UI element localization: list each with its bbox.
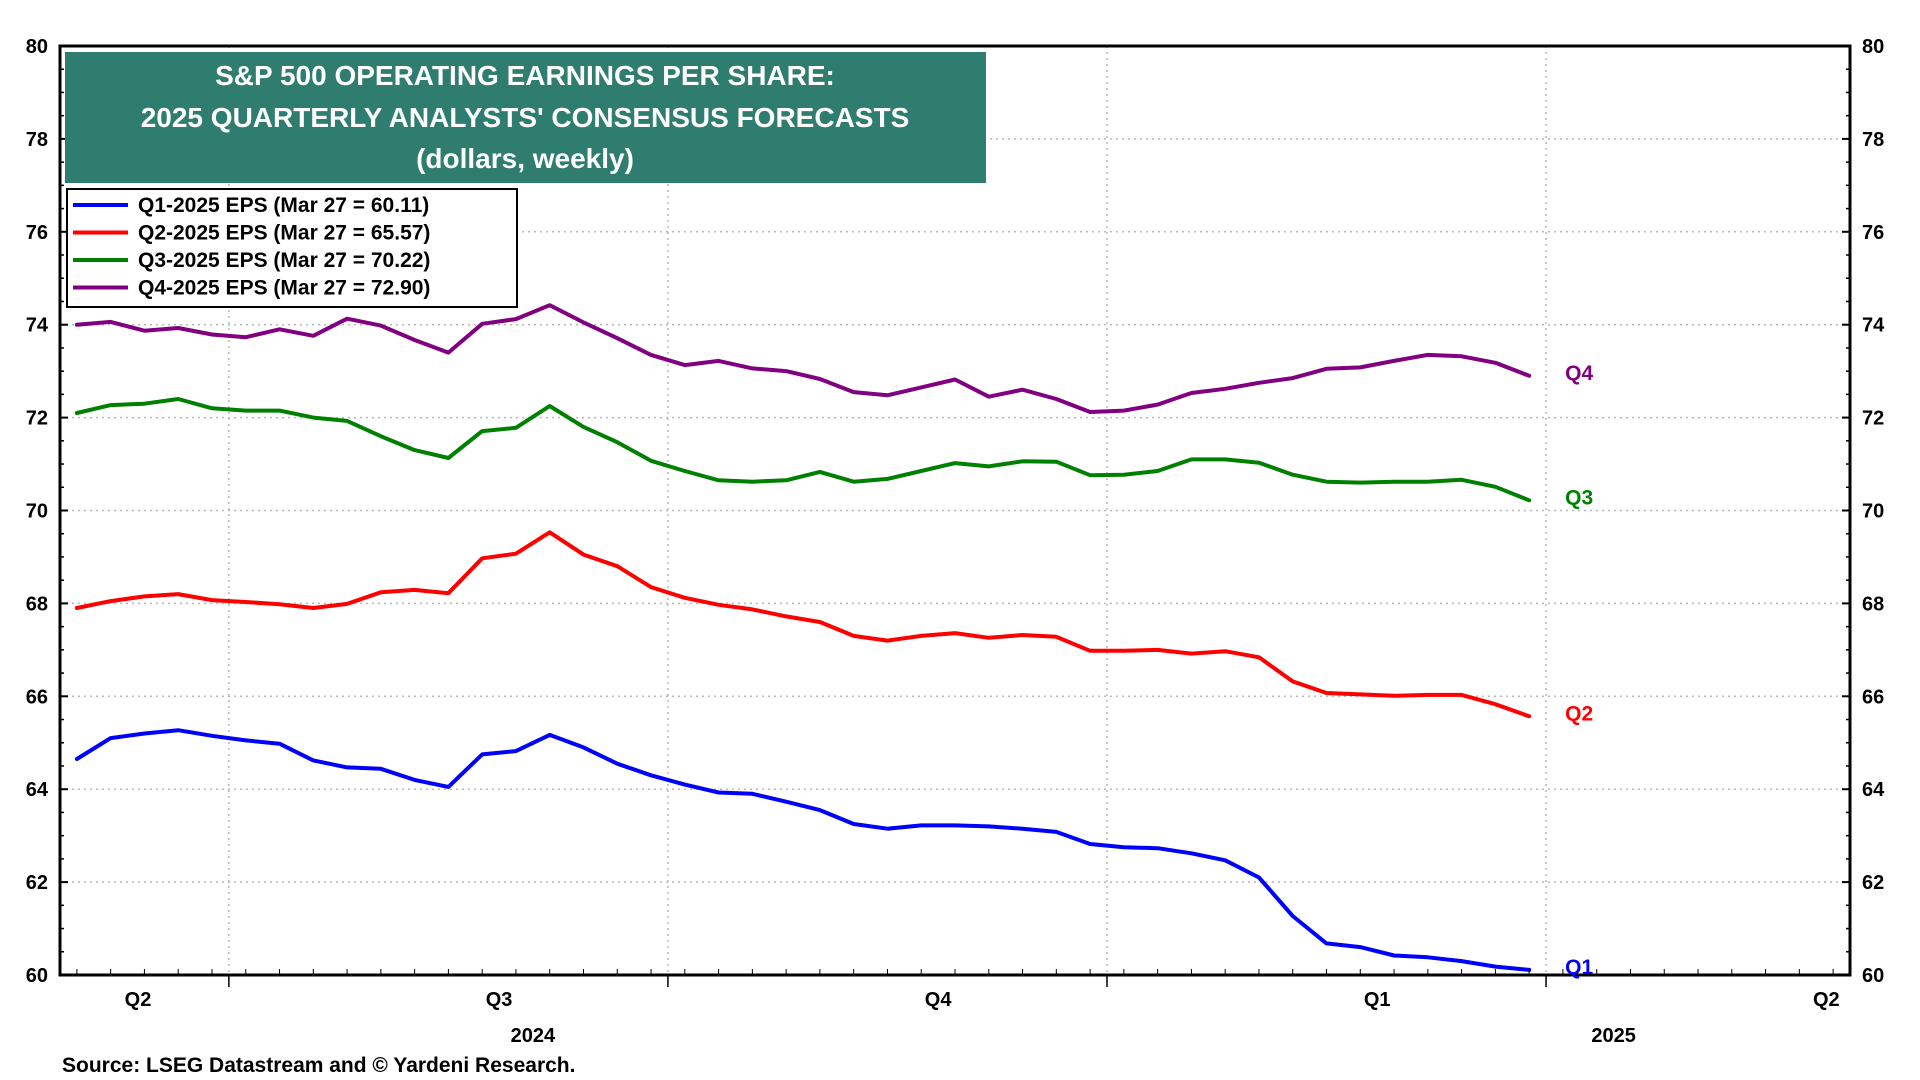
y-tick-label-right: 68 [1862, 593, 1884, 615]
end-label-q3: Q3 [1565, 486, 1593, 509]
y-tick-label-right: 80 [1862, 36, 1884, 58]
x-quarter-label: Q2 [1813, 989, 1840, 1011]
y-tick-label-right: 60 [1862, 965, 1884, 987]
chart-title-line-2: 2025 QUARTERLY ANALYSTS' CONSENSUS FOREC… [141, 102, 910, 133]
y-tick-label-left: 80 [26, 36, 48, 58]
x-quarter-label: Q1 [1364, 989, 1391, 1011]
legend: Q1-2025 EPS (Mar 27 = 60.11) Q2-2025 EPS … [66, 188, 518, 308]
series-line-q3 [74, 397, 1532, 503]
legend-label-q1: Q1-2025 EPS (Mar 27 = 60.11) [138, 194, 429, 217]
end-label-q4: Q4 [1565, 362, 1593, 385]
y-tick-label-right: 76 [1862, 222, 1884, 244]
y-tick-label-right: 70 [1862, 501, 1884, 523]
y-tick-label-left: 72 [26, 408, 48, 430]
y-tick-label-left: 76 [26, 222, 48, 244]
legend-label-q4: Q4-2025 EPS (Mar 27 = 72.90) [138, 277, 430, 300]
chart-subtitle: (dollars, weekly) [416, 143, 634, 174]
y-tick-label-left: 66 [26, 686, 48, 708]
y-tick-label-right: 78 [1862, 129, 1884, 151]
x-quarter-label: Q2 [125, 989, 152, 1011]
x-quarter-label: Q4 [925, 989, 953, 1011]
y-tick-label-right: 64 [1862, 779, 1885, 801]
series-line-q2 [74, 530, 1532, 719]
y-tick-label-left: 64 [26, 779, 49, 801]
legend-label-q3: Q3-2025 EPS (Mar 27 = 70.22) [138, 249, 430, 272]
y-tick-label-left: 68 [26, 593, 48, 615]
series-lines [74, 303, 1532, 972]
x-year-label: 2024 [511, 1025, 556, 1047]
title-box: S&P 500 OPERATING EARNINGS PER SHARE: 20… [65, 52, 986, 183]
series-line-q1 [74, 728, 1532, 972]
y-tick-label-right: 66 [1862, 686, 1884, 708]
y-tick-label-left: 78 [26, 129, 48, 151]
y-tick-label-right: 74 [1862, 315, 1885, 337]
x-quarter-label: Q3 [486, 989, 513, 1011]
y-tick-label-right: 62 [1862, 872, 1884, 894]
legend-label-q2: Q2-2025 EPS (Mar 27 = 65.57) [138, 222, 430, 245]
axes: 60 60 62 62 64 64 66 66 68 68 70 70 72 72 74 74 76 76 78 78… [26, 36, 1885, 1047]
end-label-q2: Q2 [1565, 702, 1593, 725]
y-tick-label-right: 72 [1862, 408, 1884, 430]
end-labels: Q1 Q2 Q3 Q4 [1565, 362, 1593, 979]
source-note: Source: LSEG Datastream and © Yardeni Re… [62, 1054, 575, 1077]
y-tick-label-left: 62 [26, 872, 48, 894]
end-label-q1: Q1 [1565, 956, 1593, 979]
series-line-q4 [74, 303, 1532, 414]
x-year-label: 2025 [1591, 1025, 1636, 1047]
y-tick-label-left: 74 [26, 315, 49, 337]
chart-title-line-1: S&P 500 OPERATING EARNINGS PER SHARE: [215, 60, 835, 91]
y-tick-label-left: 70 [26, 501, 48, 523]
y-tick-label-left: 60 [26, 965, 48, 987]
